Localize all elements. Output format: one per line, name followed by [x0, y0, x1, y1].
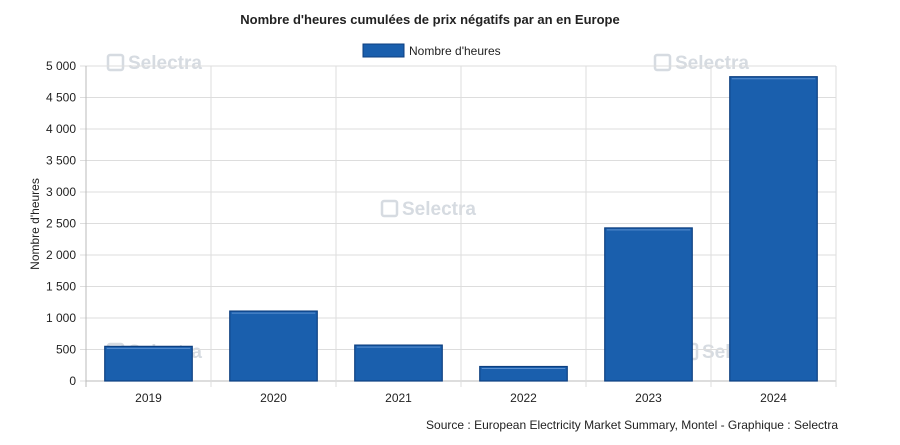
- x-tick-label: 2019: [135, 391, 162, 405]
- bar-2024[interactable]: [729, 76, 818, 382]
- bar-2019[interactable]: [104, 345, 193, 382]
- x-tick-label: 2020: [260, 391, 287, 405]
- watermark-check-icon: [653, 53, 672, 72]
- x-tick-label: 2023: [635, 391, 662, 405]
- x-tick-label: 2024: [760, 391, 787, 405]
- x-tick-label: 2021: [385, 391, 412, 405]
- source-note: Source : European Electricity Market Sum…: [426, 418, 838, 432]
- watermark-text: Selectra: [402, 199, 476, 220]
- watermark-text: Selectra: [675, 53, 749, 74]
- y-axis-title: Nombre d'heures: [28, 178, 42, 270]
- bar-2022[interactable]: [479, 365, 568, 382]
- y-tick-label: 1 000: [46, 311, 76, 325]
- grid: [80, 65, 837, 387]
- y-tick-label: 5 000: [46, 59, 76, 73]
- y-tick-label: 0: [69, 374, 76, 388]
- watermark-logo: Selectra: [106, 53, 202, 74]
- legend[interactable]: Nombre d'heures: [362, 43, 501, 58]
- bar-2021[interactable]: [354, 344, 443, 382]
- legend-label: Nombre d'heures: [409, 44, 501, 58]
- x-axis-ticks: 2019 2020 2021 2022 2023 2024: [135, 391, 787, 405]
- watermark-text: Selectra: [128, 53, 202, 74]
- y-tick-label: 3 000: [46, 185, 76, 199]
- y-tick-label: 3 500: [46, 154, 76, 168]
- y-axis-ticks: 0 500 1 000 1 500 2 000 2 500 3 000 3 500 4 000 4…: [46, 59, 76, 388]
- y-tick-label: 2 500: [46, 217, 76, 231]
- watermark-check-icon: [380, 199, 399, 218]
- watermark-logo: Selectra: [653, 53, 749, 74]
- watermark-logo: Selectra: [380, 199, 476, 220]
- x-tick-label: 2022: [510, 391, 537, 405]
- legend-swatch: [362, 43, 405, 58]
- bar-2020[interactable]: [229, 310, 318, 382]
- watermark-check-icon: [106, 53, 125, 72]
- y-tick-label: 2 000: [46, 248, 76, 262]
- y-tick-label: 1 500: [46, 280, 76, 294]
- chart-title: Nombre d'heures cumulées de prix négatif…: [240, 12, 619, 27]
- bars: [104, 76, 818, 382]
- bar-2023[interactable]: [604, 227, 693, 382]
- y-tick-label: 500: [56, 343, 76, 357]
- y-tick-label: 4 500: [46, 91, 76, 105]
- y-tick-label: 4 000: [46, 122, 76, 136]
